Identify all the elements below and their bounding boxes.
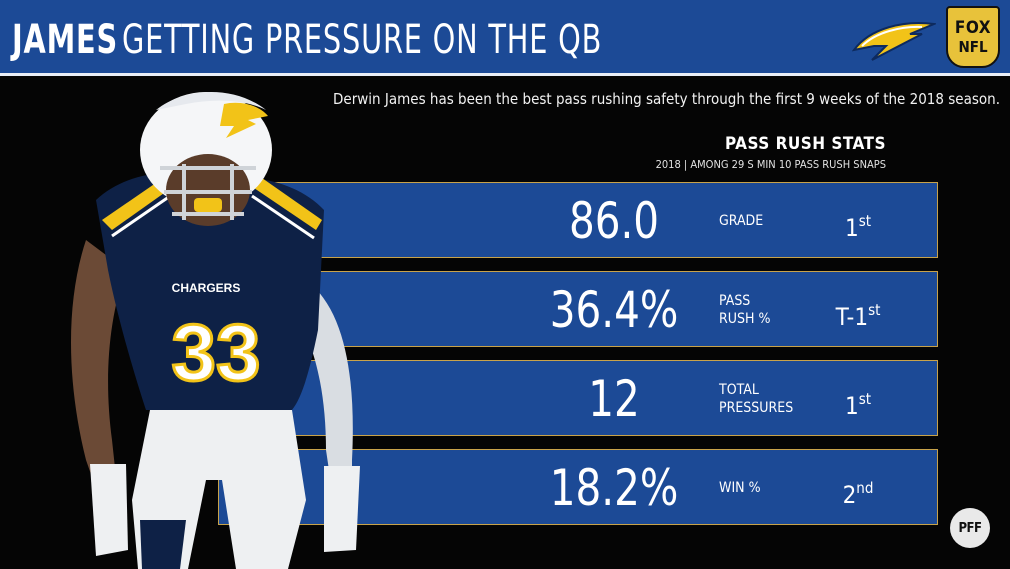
stat-label: WIN % <box>719 450 809 526</box>
stats-title: PASS RUSH STATS <box>725 134 886 154</box>
page-title: JAMES GETTING PRESSURE ON THE QB <box>12 12 722 68</box>
stat-rank: T-1st <box>813 272 903 348</box>
fox-badge-text: FOX <box>954 17 992 38</box>
stat-rank-suffix: nd <box>856 479 874 497</box>
stat-label: GRADE <box>719 183 809 259</box>
chargers-bolt-icon <box>852 22 936 61</box>
stat-rank-suffix: st <box>858 390 872 408</box>
stat-label-line1: PASS <box>719 292 751 309</box>
title-headline: GETTING PRESSURE ON THE QB <box>122 17 603 63</box>
player-photo: 33 CHARGERS <box>71 92 360 569</box>
stat-rank: 2nd <box>813 450 903 526</box>
stat-rank-number: T-1 <box>835 303 869 331</box>
stat-label-line1: WIN % <box>719 479 761 496</box>
stat-label: TOTAL PRESSURES <box>719 361 809 437</box>
stat-rank-suffix: st <box>858 212 872 230</box>
stat-row: 86.0 GRADE 1st <box>218 182 938 258</box>
stat-rank-suffix: st <box>868 301 881 319</box>
caption: Derwin James has been the best pass rush… <box>333 90 1000 108</box>
nfl-badge-text: NFL <box>958 37 988 56</box>
stat-label-line2: RUSH % <box>719 311 771 327</box>
stat-label: PASS RUSH % <box>719 272 809 348</box>
stat-rank: 1st <box>813 361 903 437</box>
header-bar: JAMES GETTING PRESSURE ON THE QB FOX NFL <box>0 0 1010 76</box>
stat-rank-number: 2 <box>842 481 857 509</box>
pff-watermark: PFF <box>950 508 990 548</box>
stat-label-line1: TOTAL <box>719 381 759 398</box>
jersey-team: CHARGERS <box>172 281 241 295</box>
title-player-name: JAMES <box>12 17 119 63</box>
jersey-number: 33 <box>172 308 261 397</box>
stat-label-line2: PRESSURES <box>719 400 794 416</box>
stat-rank: 1st <box>813 183 903 259</box>
stat-value: 12 <box>588 370 640 428</box>
stat-label-line1: GRADE <box>719 212 764 229</box>
stat-rank-number: 1 <box>844 214 859 242</box>
stat-value: 18.2% <box>549 459 679 517</box>
stat-value: 36.4% <box>549 281 679 339</box>
stats-subtitle: 2018 | AMONG 29 S MIN 10 PASS RUSH SNAPS <box>655 158 886 171</box>
stat-value: 86.0 <box>568 192 660 250</box>
fox-nfl-badge: FOX NFL <box>946 6 1000 68</box>
stat-rank-number: 1 <box>844 392 859 420</box>
